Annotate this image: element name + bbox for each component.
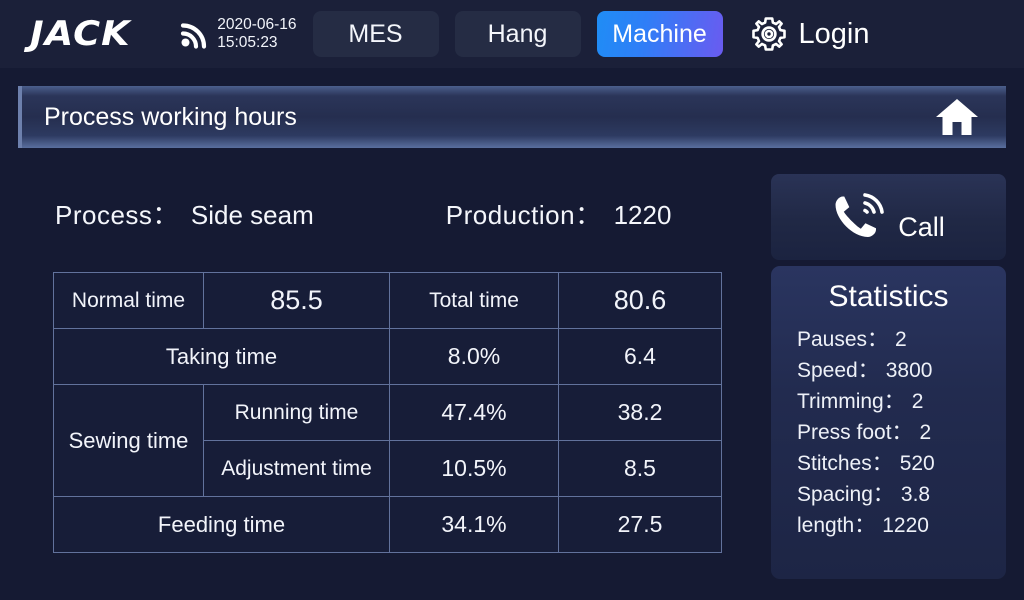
statistics-label: length：: [797, 514, 876, 538]
cell-taking-time-percent: 8.0%: [389, 328, 559, 385]
statistics-list: Pauses： 2 Speed： 3800 Trimming： 2 Press foo…: [771, 324, 1006, 542]
statistics-item-press-foot: Press foot： 2: [797, 417, 1006, 448]
process-field: Process： Side seam: [55, 195, 314, 232]
statistics-item-spacing: Spacing： 3.8: [797, 479, 1006, 510]
statistics-item-stitches: Stitches： 520: [797, 448, 1006, 479]
cell-running-time-label: Running time: [203, 384, 390, 441]
datetime-label: 2020-06-16 15:05:23: [217, 15, 297, 51]
production-value: 1220: [613, 200, 672, 230]
statistics-label: Stitches：: [797, 452, 893, 476]
datetime-group: 2020-06-16 15:05:23: [179, 15, 297, 53]
call-label: Call: [898, 211, 945, 242]
table-row: Sewing time Running time 47.4% 38.2: [53, 384, 722, 497]
statistics-item-pauses: Pauses： 2: [797, 324, 1006, 355]
signal-icon: [179, 19, 209, 49]
working-hours-table: Normal time 85.5 Total time 80.6 Taking …: [53, 272, 722, 553]
statistics-value: 2: [895, 328, 907, 351]
statistics-label: Press foot：: [797, 421, 913, 445]
page-title: Process working hours: [44, 102, 297, 131]
cell-total-time-value: 80.6: [558, 272, 722, 329]
cell-running-time-percent: 47.4%: [389, 384, 559, 441]
statistics-item-speed: Speed： 3800: [797, 355, 1006, 386]
statistics-value: 2: [911, 390, 924, 414]
cell-normal-time-value: 85.5: [203, 272, 390, 329]
brand-logo: JACK: [30, 14, 131, 54]
statistics-item-length: length： 1220: [797, 510, 1006, 541]
cell-taking-time-value: 6.4: [558, 328, 722, 385]
page-title-bar: Process working hours: [18, 86, 1006, 148]
statistics-value: 1220: [882, 514, 929, 538]
cell-adjustment-time-percent: 10.5%: [389, 440, 559, 497]
home-icon[interactable]: [934, 95, 980, 139]
cell-feeding-time-percent: 34.1%: [389, 496, 559, 553]
phone-call-icon: [832, 189, 888, 245]
gear-icon[interactable]: [749, 14, 789, 54]
nav-button-machine[interactable]: Machine: [596, 11, 723, 57]
summary-row: Process： Side seam Production： 1220: [55, 195, 745, 232]
table-row: Normal time 85.5 Total time 80.6: [53, 272, 722, 329]
table-row: Taking time 8.0% 6.4: [53, 328, 722, 385]
call-button[interactable]: Call: [771, 174, 1006, 260]
nav-button-hang[interactable]: Hang: [454, 11, 581, 57]
login-label[interactable]: Login: [798, 17, 870, 50]
nav-button-mes[interactable]: MES: [312, 11, 439, 57]
cell-adjustment-time-value: 8.5: [558, 440, 722, 497]
cell-running-time-value: 38.2: [558, 384, 722, 441]
production-label: Production：: [445, 200, 602, 230]
production-field: Production： 1220: [446, 195, 672, 232]
top-navigation-bar: JACK 2020-06-16 15:05:23 MES Hang Machin…: [0, 0, 1024, 68]
login-group[interactable]: Login: [749, 14, 870, 54]
statistics-value: 520: [899, 452, 935, 476]
cell-adjustment-time-label: Adjustment time: [203, 440, 390, 497]
statistics-title: Statistics: [828, 280, 949, 313]
table-row: Feeding time 34.1% 27.5: [53, 496, 722, 553]
statistics-value: 3800: [885, 359, 933, 383]
process-label: Process：: [55, 200, 179, 230]
cell-feeding-time-value: 27.5: [558, 496, 722, 553]
cell-taking-time-label: Taking time: [53, 328, 390, 385]
statistics-value: 3.8: [900, 483, 931, 507]
statistics-label: Speed：: [797, 359, 879, 383]
cell-sewing-time-group-label: Sewing time: [53, 384, 204, 497]
cell-total-time-label: Total time: [389, 272, 559, 329]
statistics-label: Spacing：: [797, 483, 894, 507]
cell-normal-time-label: Normal time: [53, 272, 204, 329]
table-row: Adjustment time 10.5% 8.5: [54, 440, 722, 497]
process-value: Side seam: [190, 200, 314, 230]
statistics-item-trimming: Trimming： 2: [797, 386, 1006, 417]
statistics-panel: Statistics Pauses： 2 Speed： 3800 Trimming：…: [771, 266, 1006, 579]
statistics-label: Pauses：: [797, 328, 889, 351]
cell-feeding-time-label: Feeding time: [53, 496, 390, 553]
statistics-label: Trimming：: [797, 390, 905, 414]
statistics-value: 2: [919, 421, 932, 445]
